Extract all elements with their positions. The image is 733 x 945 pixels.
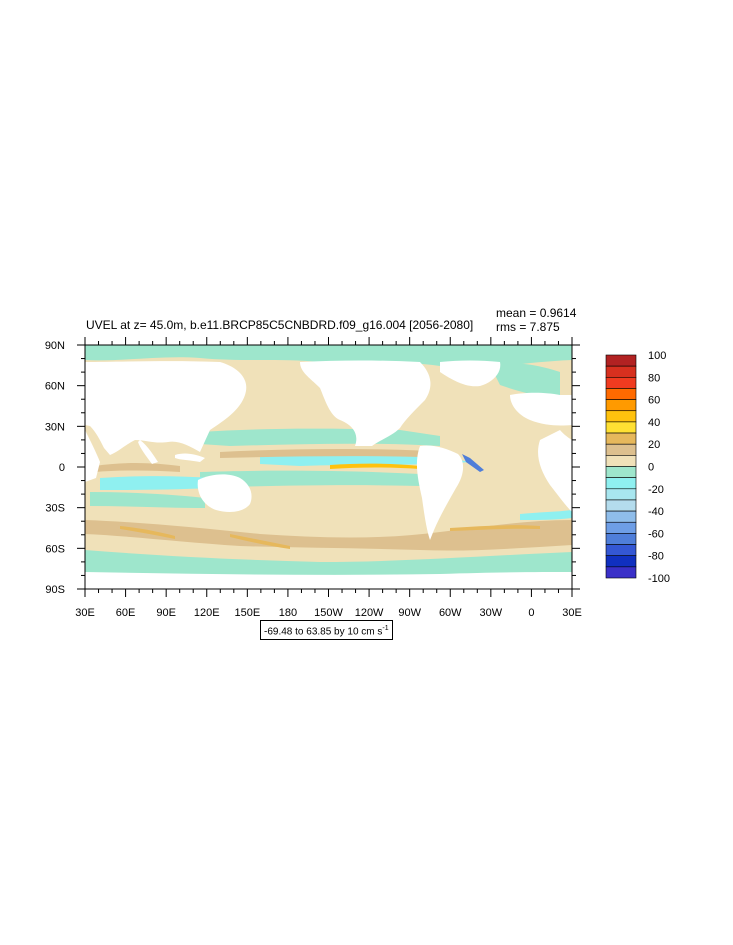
circumpolar-jet-3 [450,525,540,531]
lon-label: 30E [562,607,582,619]
lon-label: 150W [314,607,343,619]
colorbar-label: 20 [648,439,660,451]
axis-ticks [77,337,580,597]
contour-range-exponent: -1 [382,625,389,632]
indian-ocean-cyan [100,476,210,490]
lon-label: 60W [439,607,462,619]
plot-title: UVEL at z= 45.0m, b.e11.BRCP85C5CNBDRD.f… [86,318,474,332]
africa-land [85,430,100,482]
antarctica-land [85,572,572,589]
circumpolar-jet-2 [230,534,290,549]
colorbar-swatch [605,533,637,545]
lat-label: 60S [45,543,65,555]
rms-value: rms = 7.875 [496,320,560,334]
colorbar-swatch [605,499,637,512]
south-atlantic-cyan [520,510,572,520]
eurasia-land [85,361,247,455]
colorbar-swatch [605,443,637,456]
lon-label: 60E [116,607,136,619]
colorbar-swatch [605,466,637,478]
colorbar-label: 40 [648,417,660,429]
longitude-labels: 30E 60E 90E 120E 150E 180 150W 120W 90W 60W 30W 0 30… [75,607,582,619]
colorbar-labels: 100 80 60 40 20 0 -20 -40 -60 -80 -100 [648,350,670,585]
circumpolar-tan [85,520,572,551]
map-field [85,345,572,589]
lon-label: 0 [528,607,534,619]
colorbar-swatch [605,410,637,423]
colorbar-label: -60 [648,528,664,540]
colorbar-label: 80 [648,372,660,384]
colorbar-swatch [605,477,637,490]
lat-label: 30S [45,503,65,515]
colorbar-label: -80 [648,551,664,563]
indonesia-land [175,453,205,462]
south-equatorial-band [200,470,420,488]
colorbar-swatch [605,455,637,467]
colorbar-swatch [605,521,637,534]
lon-label: 120W [355,607,384,619]
colorbar-label: 60 [648,395,660,407]
brazil-current-blue [462,454,484,472]
colorbar-swatch [605,555,637,568]
colorbar-swatch [605,432,637,445]
greenland-land [440,360,501,387]
colorbar-label: -100 [648,573,670,585]
lat-label: 60N [45,381,65,393]
africa-east-land [538,430,572,512]
lat-label: 30N [45,421,65,433]
colorbar-label: 0 [648,462,654,474]
australia-land [197,474,252,512]
colorbar-swatch [605,544,637,556]
latitude-labels: 90N 60N 30N 0 30S 60S 90S [45,340,65,596]
colorbar-swatch [605,510,637,523]
colorbar-swatch [605,365,637,378]
equatorial-undercurrent-core [330,463,420,469]
colorbar-swatch [605,421,637,434]
colorbar [605,354,637,579]
contour-range-label: -69.48 to 63.85 by 10 cm s-1 [260,620,393,641]
lon-label: 30E [75,607,95,619]
colorbar-swatch [605,488,637,501]
lon-label: 180 [279,607,297,619]
colorbar-swatch [605,354,637,367]
colorbar-label: 100 [648,350,666,362]
lon-label: 30W [480,607,503,619]
lon-label: 120E [194,607,220,619]
lon-label: 90W [398,607,421,619]
equatorial-undercurrent-tan [220,449,450,458]
south-america-land [416,445,464,540]
contour-range-text: -69.48 to 63.85 by 10 cm s [264,626,383,638]
north-equatorial-band [200,428,440,446]
circumpolar-jet-1 [120,526,175,539]
north-atlantic-negative [490,362,560,396]
europe-land [510,392,572,426]
north-america-land [300,360,431,446]
lat-label: 0 [59,462,65,474]
colorbar-label: -20 [648,484,664,496]
colorbar-swatch [605,566,637,579]
lat-label: 90S [45,584,65,596]
colorbar-swatch [605,388,637,400]
lon-label: 150E [234,607,260,619]
indian-ocean-tan [95,463,180,472]
indian-ocean-negative [90,492,205,508]
lat-label: 90N [45,340,65,352]
colorbar-swatch [605,376,637,389]
colorbar-swatch [605,399,637,412]
land-masses [85,360,572,589]
india-land [138,440,158,464]
mean-value: mean = 0.9614 [496,306,577,320]
colorbar-label: -40 [648,506,664,518]
lon-label: 90E [156,607,176,619]
